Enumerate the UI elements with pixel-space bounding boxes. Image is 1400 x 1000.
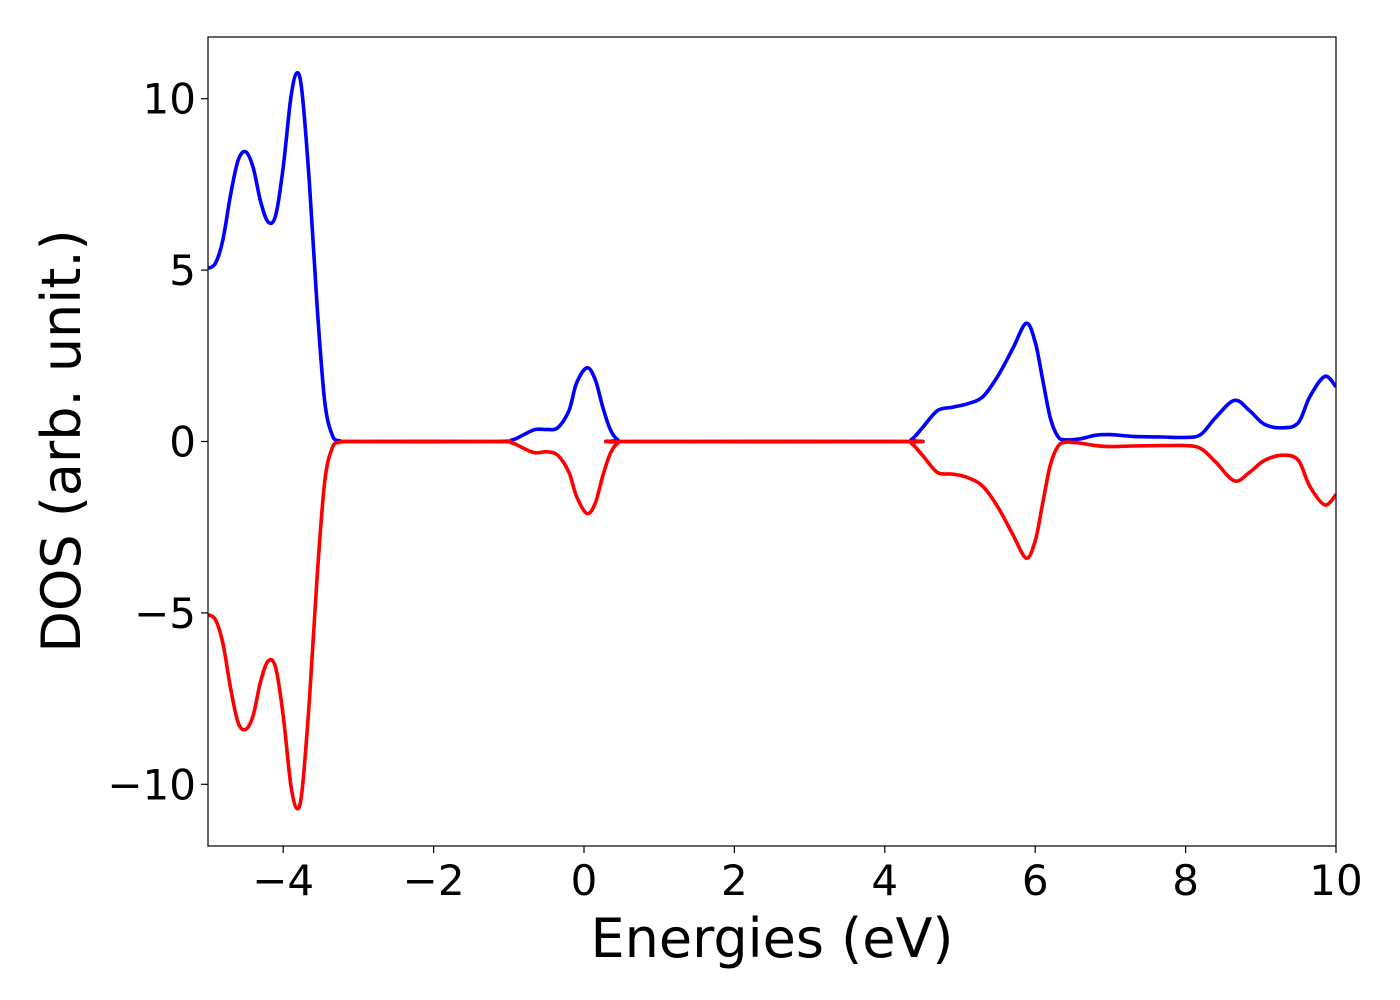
series-line-red — [208, 439, 1336, 811]
series-line-blue — [208, 70, 1336, 444]
x-tick-label: 4 — [871, 856, 898, 905]
y-axis-title: DOS (arb. unit.) — [30, 229, 93, 652]
x-axis-title: Energies (eV) — [591, 907, 954, 970]
x-tick-label: −4 — [252, 856, 314, 905]
x-axis: −4 −2 0 2 4 6 8 10 — [252, 846, 1363, 905]
series-layer — [208, 70, 1336, 811]
y-axis: −10 −5 0 5 10 — [107, 75, 208, 809]
x-tick-label: 8 — [1172, 856, 1199, 905]
y-tick-label: −5 — [134, 589, 196, 638]
x-tick-label: 10 — [1309, 856, 1362, 905]
x-tick-label: 0 — [571, 856, 598, 905]
y-tick-label: 5 — [169, 246, 196, 295]
x-tick-label: −2 — [403, 856, 465, 905]
x-tick-label: 2 — [721, 856, 748, 905]
y-tick-label: −10 — [107, 760, 196, 809]
x-tick-label: 6 — [1022, 856, 1049, 905]
y-tick-label: 10 — [143, 75, 196, 124]
y-tick-label: 0 — [169, 418, 196, 467]
